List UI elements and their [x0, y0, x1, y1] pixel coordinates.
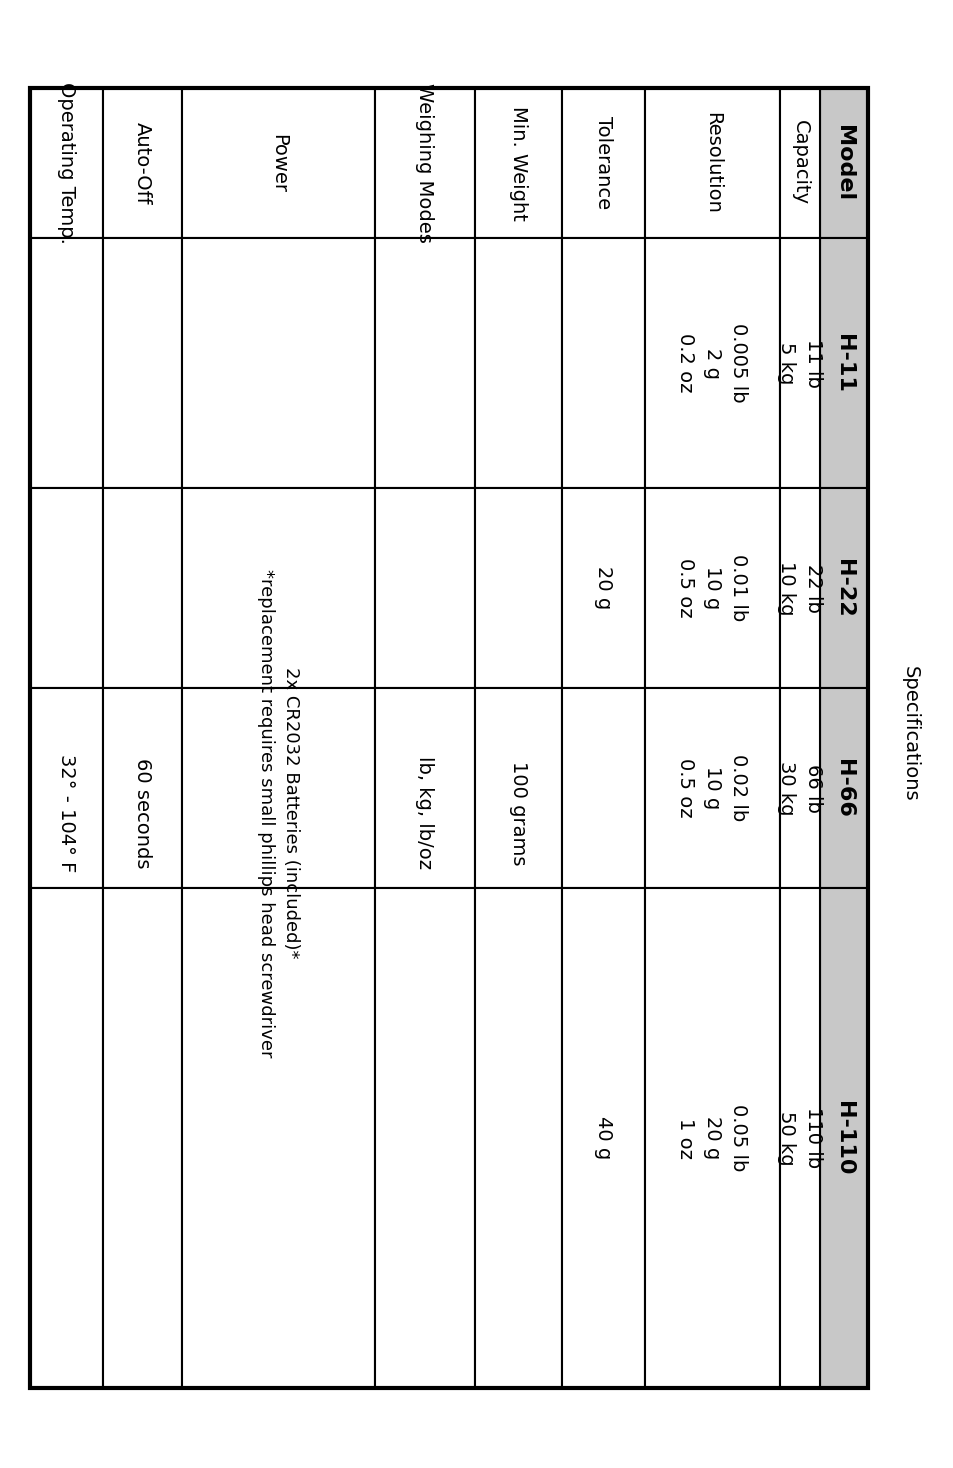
Text: 0.05 lb
20 g
1 oz: 0.05 lb 20 g 1 oz [676, 1104, 748, 1171]
Text: Power: Power [269, 134, 288, 192]
Bar [30, 688, 103, 888]
Text: Model: Model [833, 125, 853, 201]
Text: 11 lb
5 kg: 11 lb 5 kg [777, 339, 821, 388]
Bar [561, 487, 644, 688]
Text: 0.01 lb
10 g
0.5 oz: 0.01 lb 10 g 0.5 oz [676, 555, 748, 621]
Text: 2x CR2032 Batteries (included)*
*replacement requires small phillips head screwd: 2x CR2032 Batteries (included)* *replace… [256, 568, 299, 1057]
Text: 0.005 lb
2 g
0.2 oz: 0.005 lb 2 g 0.2 oz [676, 323, 748, 402]
Text: H-11: H-11 [833, 333, 853, 392]
Bar [644, 487, 780, 688]
Bar [182, 688, 375, 888]
Text: Auto-Off: Auto-Off [132, 122, 152, 204]
Text: H-110: H-110 [833, 1101, 853, 1176]
Bar [820, 688, 867, 888]
Bar [475, 88, 561, 238]
Bar [561, 888, 644, 1389]
Text: Min. Weight: Min. Weight [509, 106, 527, 220]
Bar [820, 88, 867, 238]
Bar [820, 487, 867, 688]
Bar [475, 888, 561, 1389]
Bar [30, 487, 103, 688]
Bar [103, 88, 182, 238]
Bar [780, 88, 820, 238]
Text: Resolution: Resolution [702, 112, 721, 214]
Text: Weighing Modes: Weighing Modes [416, 84, 434, 242]
Bar [820, 238, 867, 487]
Bar [375, 88, 475, 238]
Text: 20 g: 20 g [594, 567, 613, 609]
Text: 110 lb
50 kg: 110 lb 50 kg [777, 1107, 821, 1169]
Bar [30, 888, 103, 1389]
Bar [30, 88, 103, 238]
Text: 40 g: 40 g [594, 1116, 613, 1160]
Text: Tolerance: Tolerance [594, 116, 613, 210]
Bar [475, 238, 561, 487]
Text: 22 lb
10 kg: 22 lb 10 kg [777, 561, 821, 615]
Text: 66 lb
30 kg: 66 lb 30 kg [777, 760, 821, 815]
Bar [30, 88, 867, 1389]
Bar [375, 688, 475, 888]
Bar [561, 88, 644, 238]
Bar [375, 238, 475, 487]
Text: H-22: H-22 [833, 559, 853, 618]
Bar [103, 238, 182, 487]
Bar [103, 487, 182, 688]
Bar [103, 688, 182, 888]
Bar [780, 487, 820, 688]
Bar [780, 688, 820, 888]
Text: Operating Temp.: Operating Temp. [57, 82, 76, 244]
Bar [644, 88, 780, 238]
Bar [182, 487, 375, 688]
Text: 60 seconds: 60 seconds [132, 757, 152, 868]
Text: Capacity: Capacity [790, 120, 809, 206]
Bar [182, 888, 375, 1389]
Bar [561, 238, 644, 487]
Bar [375, 487, 475, 688]
Bar [475, 688, 561, 888]
Bar [375, 888, 475, 1389]
Bar [475, 487, 561, 688]
Bar [644, 688, 780, 888]
Bar [780, 888, 820, 1389]
Text: Specifications: Specifications [900, 666, 919, 802]
Bar [820, 888, 867, 1389]
Bar [182, 238, 375, 487]
Bar [644, 238, 780, 487]
Bar [103, 888, 182, 1389]
Text: 100 grams: 100 grams [509, 760, 527, 865]
Bar [30, 238, 103, 487]
Text: 0.02 lb
10 g
0.5 oz: 0.02 lb 10 g 0.5 oz [676, 755, 748, 822]
Bar [644, 888, 780, 1389]
Text: 32° - 104° F: 32° - 104° F [57, 753, 76, 872]
Bar [182, 88, 375, 238]
Text: H-66: H-66 [833, 759, 853, 818]
Text: lb, kg, lb/oz: lb, kg, lb/oz [416, 756, 434, 869]
Bar [561, 688, 644, 888]
Bar [780, 238, 820, 487]
